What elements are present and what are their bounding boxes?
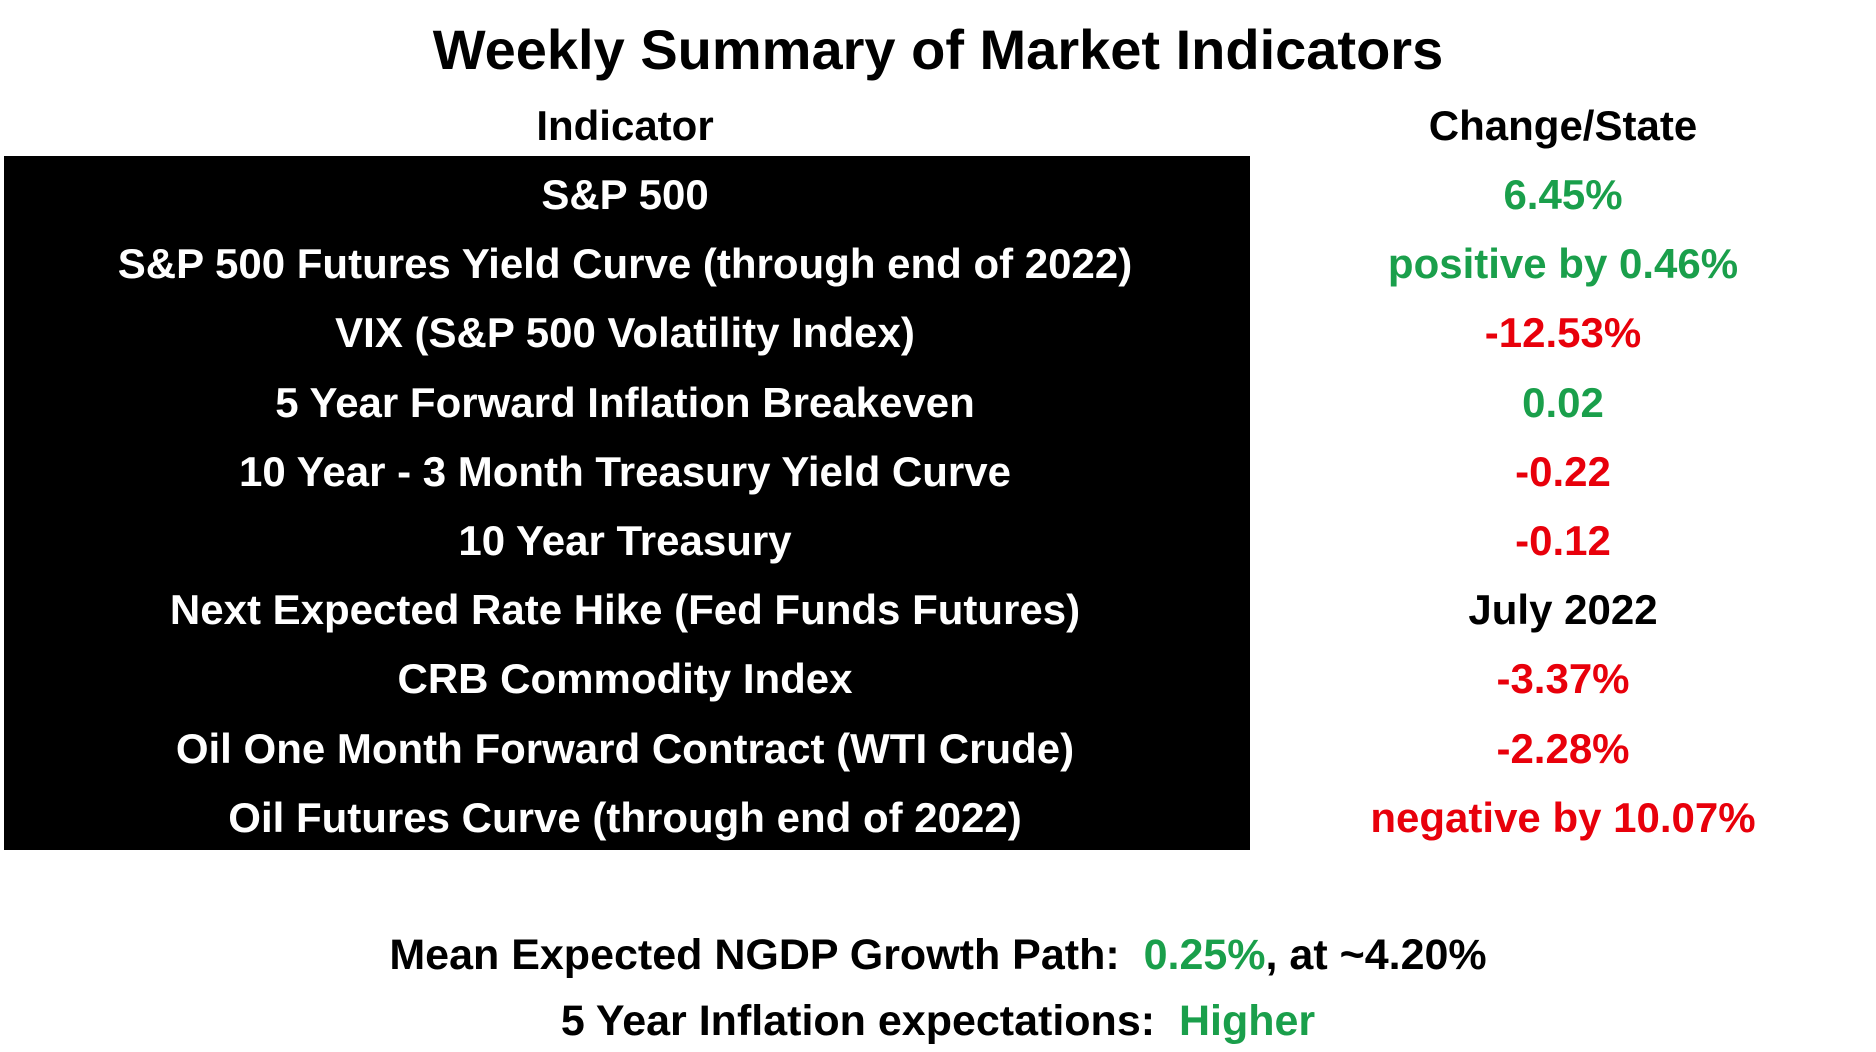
indicator-table: S&P 500 6.45% S&P 500 Futures Yield Curv… — [0, 160, 1876, 852]
change-state-column-header: Change/State — [1428, 102, 1698, 149]
indicator-label: Oil Futures Curve (through end of 2022) — [228, 793, 1022, 841]
inflation-expectations-label: 5 Year Inflation expectations: — [560, 997, 1156, 1045]
table-row: Next Expected Rate Hike (Fed Funds Futur… — [0, 575, 1876, 644]
indicator-value: -3.37% — [1496, 655, 1630, 703]
ngdp-summary: Mean Expected NGDP Growth Path: 0.25%, a… — [0, 922, 1876, 988]
table-row: 10 Year Treasury -0.12 — [0, 506, 1876, 575]
indicator-value: positive by 0.46% — [1387, 240, 1739, 288]
indicator-value: -0.22 — [1515, 447, 1611, 495]
indicator-value: -12.53% — [1484, 309, 1642, 357]
indicator-label: S&P 500 Futures Yield Curve (through end… — [117, 240, 1133, 288]
indicator-column-header: Indicator — [536, 102, 714, 149]
indicator-value: 6.45% — [1503, 171, 1623, 218]
indicator-label: VIX (S&P 500 Volatility Index) — [335, 309, 915, 357]
indicator-label: 10 Year - 3 Month Treasury Yield Curve — [239, 447, 1011, 495]
table-row: 5 Year Forward Inflation Breakeven 0.02 — [0, 368, 1876, 437]
indicator-value: -2.28% — [1496, 724, 1630, 772]
table-row: Oil Futures Curve (through end of 2022) … — [0, 783, 1876, 852]
indicator-label: Next Expected Rate Hike (Fed Funds Futur… — [169, 586, 1081, 634]
indicator-label: Oil One Month Forward Contract (WTI Crud… — [175, 724, 1075, 772]
indicator-label: 5 Year Forward Inflation Breakeven — [275, 378, 975, 426]
table-row: S&P 500 Futures Yield Curve (through end… — [0, 229, 1876, 298]
indicator-label: CRB Commodity Index — [397, 655, 853, 703]
ngdp-change: 0.25% — [1143, 931, 1266, 979]
table-row: CRB Commodity Index -3.37% — [0, 644, 1876, 713]
indicator-value: negative by 10.07% — [1370, 793, 1756, 841]
inflation-expectations-summary: 5 Year Inflation expectations: Higher — [0, 990, 1876, 1052]
inflation-expectations-value: Higher — [1178, 997, 1316, 1045]
table-row: VIX (S&P 500 Volatility Index) -12.53% — [0, 298, 1876, 367]
table-row: Oil One Month Forward Contract (WTI Crud… — [0, 714, 1876, 783]
table-row: S&P 500 6.45% — [0, 160, 1876, 229]
table-row: 10 Year - 3 Month Treasury Yield Curve -… — [0, 437, 1876, 506]
ngdp-label: Mean Expected NGDP Growth Path: — [389, 931, 1120, 979]
indicator-value: 0.02 — [1522, 378, 1604, 426]
indicator-label: 10 Year Treasury — [458, 516, 792, 564]
indicator-panel — [4, 156, 1250, 850]
indicator-value: -0.12 — [1515, 516, 1611, 564]
indicator-value: July 2022 — [1468, 586, 1658, 634]
page-title: Weekly Summary of Market Indicators — [432, 18, 1444, 81]
ngdp-level: , at ~4.20% — [1265, 931, 1487, 979]
indicator-label: S&P 500 — [541, 171, 709, 218]
